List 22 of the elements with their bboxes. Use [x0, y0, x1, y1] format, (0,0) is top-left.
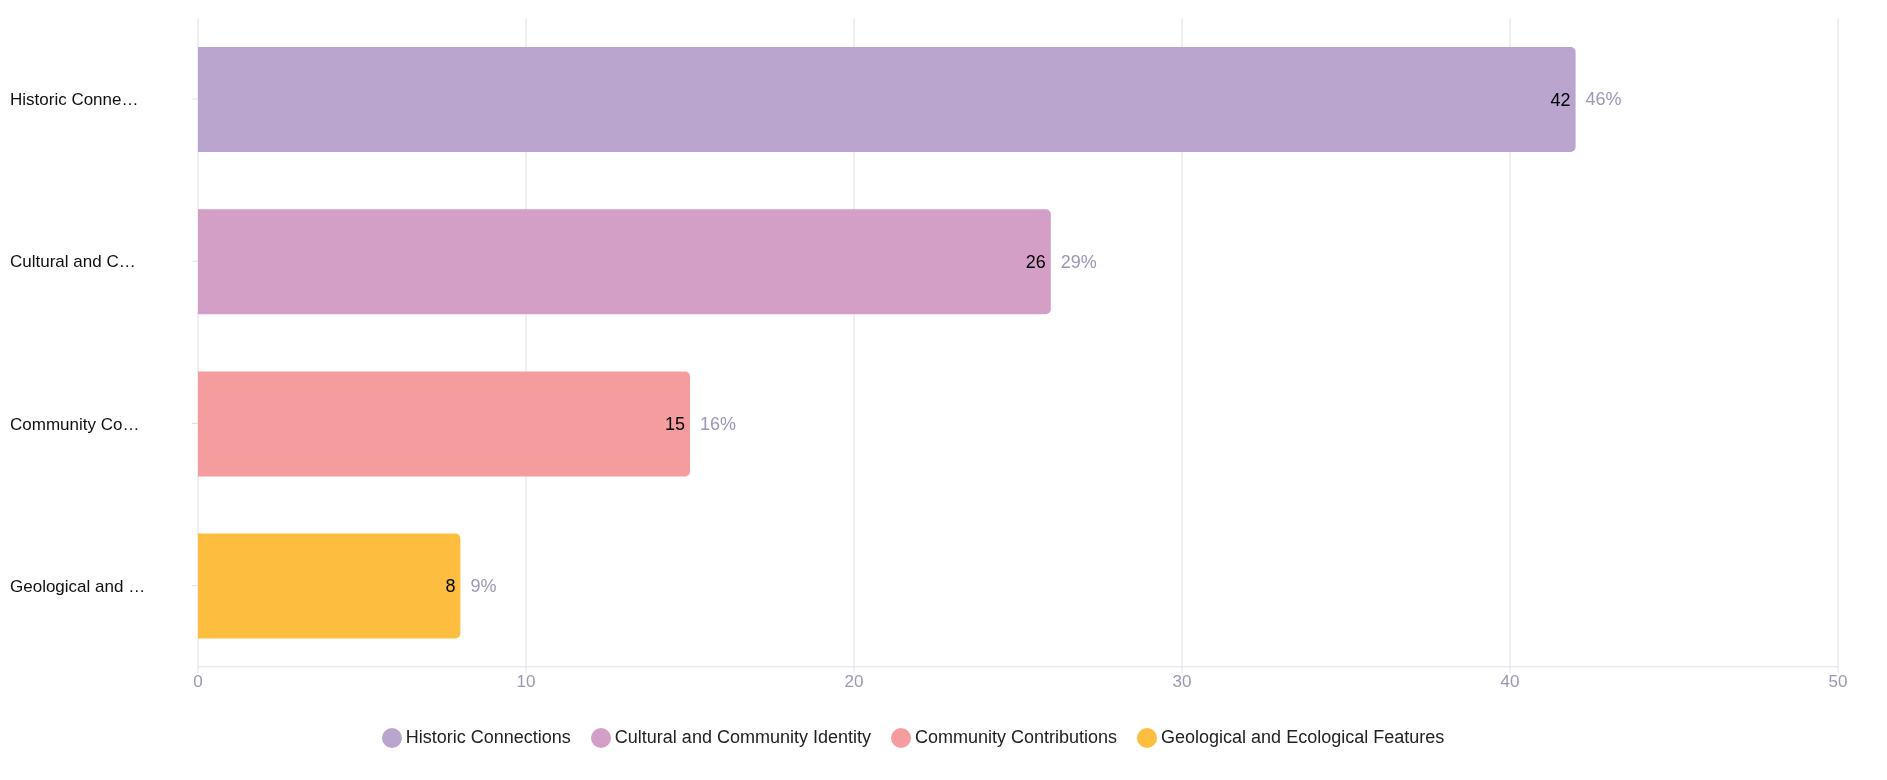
legend-label: Geological and Ecological Features: [1161, 726, 1445, 747]
x-tick-label: 20: [844, 671, 864, 691]
data-label: 15: [664, 414, 685, 435]
legend-label: Historic Connections: [405, 726, 571, 747]
x-tick-label: 30: [1172, 671, 1192, 691]
legend-label: Cultural and Community Identity: [614, 726, 871, 747]
y-tick-label: Cultural and C…: [10, 252, 136, 272]
annotation: 29%: [1060, 251, 1097, 272]
data-label: 26: [1025, 252, 1046, 273]
x-tick-label: 0: [193, 671, 203, 691]
x-tick-label: 40: [1500, 671, 1520, 691]
data-label: 8: [445, 576, 456, 597]
x-tick-label: 50: [1828, 671, 1848, 691]
x-tick-label: 10: [516, 671, 536, 691]
annotation: 46%: [1585, 89, 1622, 110]
y-tick-label: Historic Conne…: [10, 90, 139, 110]
legend-label: Community Contributions: [914, 726, 1118, 747]
annotation: 16%: [700, 413, 737, 434]
y-tick-label: Community Co…: [10, 414, 140, 434]
data-label: 42: [1550, 89, 1571, 110]
y-tick-label: Geological and …: [10, 576, 146, 596]
annotation: 9%: [470, 575, 497, 596]
